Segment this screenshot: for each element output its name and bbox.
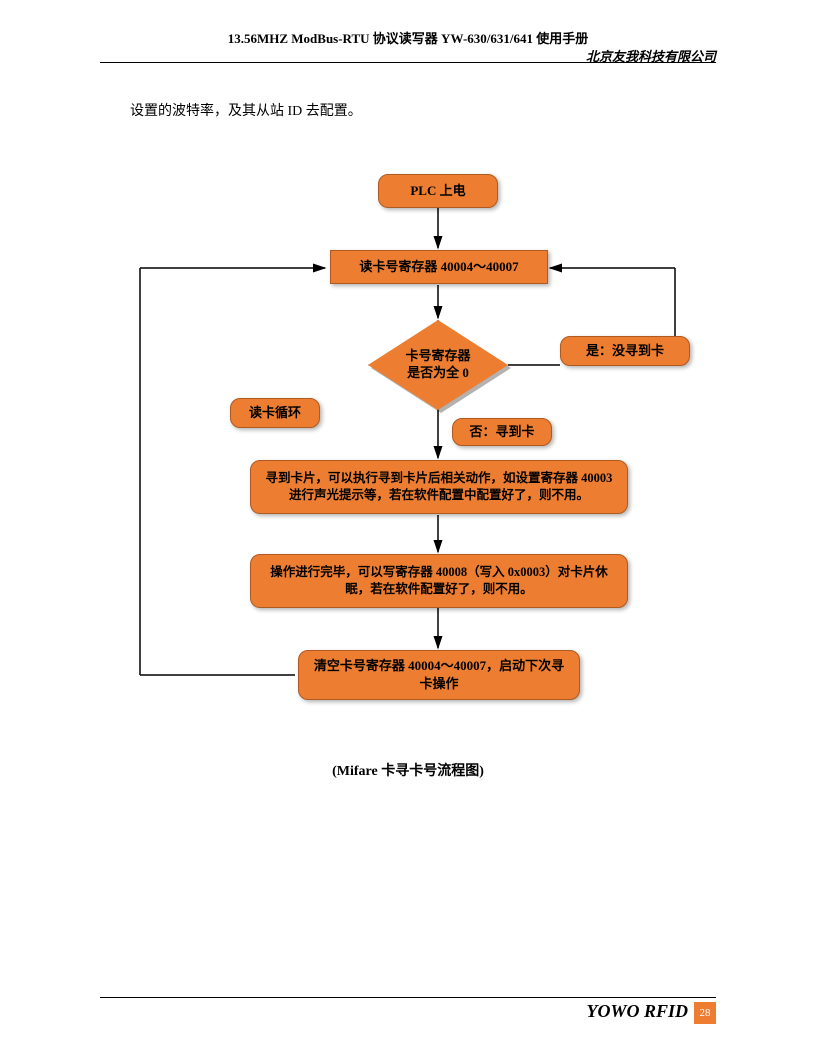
node-plc: PLC 上电 (378, 174, 498, 208)
node-decision: 卡号寄存器 是否为全 0 (368, 320, 508, 410)
intro-text: 设置的波特率，及其从站 ID 去配置。 (130, 100, 362, 120)
page-number: 28 (694, 1002, 716, 1024)
node-loop: 读卡循环 (230, 398, 320, 428)
node-loop-label: 读卡循环 (249, 404, 301, 422)
flow-caption: (Mifare 卡寻卡号流程图) (0, 760, 816, 780)
node-read: 读卡号寄存器 40004～40007 (330, 250, 548, 284)
node-clear: 清空卡号寄存器 40004～40007，启动下次寻卡操作 (298, 650, 580, 700)
node-done: 操作进行完毕，可以写寄存器 40008（写入 0x0003）对卡片休眠，若在软件… (250, 554, 628, 608)
node-yes-label: 是：没寻到卡 (586, 342, 664, 360)
header-rule (100, 62, 716, 63)
node-done-label: 操作进行完毕，可以写寄存器 40008（写入 0x0003）对卡片休眠，若在软件… (261, 564, 617, 599)
node-decision-label: 卡号寄存器 是否为全 0 (368, 348, 508, 382)
node-yes: 是：没寻到卡 (560, 336, 690, 366)
footer-rule (100, 997, 716, 998)
node-no-label: 否：寻到卡 (469, 423, 534, 441)
node-no: 否：寻到卡 (452, 418, 552, 446)
node-plc-label: PLC 上电 (410, 182, 465, 200)
footer-brand: YOWO RFID (586, 1001, 688, 1022)
node-clear-label: 清空卡号寄存器 40004～40007，启动下次寻卡操作 (309, 657, 569, 693)
node-found: 寻到卡片，可以执行寻到卡片后相关动作，如设置寄存器 40003 进行声光提示等，… (250, 460, 628, 514)
node-found-label: 寻到卡片，可以执行寻到卡片后相关动作，如设置寄存器 40003 进行声光提示等，… (261, 470, 617, 505)
node-read-label: 读卡号寄存器 40004～40007 (359, 258, 518, 276)
flowchart: PLC 上电 读卡号寄存器 40004～40007 卡号寄存器 是否为全 0 是… (100, 170, 716, 830)
header-title: 13.56MHZ ModBus-RTU 协议读写器 YW-630/631/641… (100, 28, 716, 47)
page-container: 13.56MHZ ModBus-RTU 协议读写器 YW-630/631/641… (0, 0, 816, 1056)
